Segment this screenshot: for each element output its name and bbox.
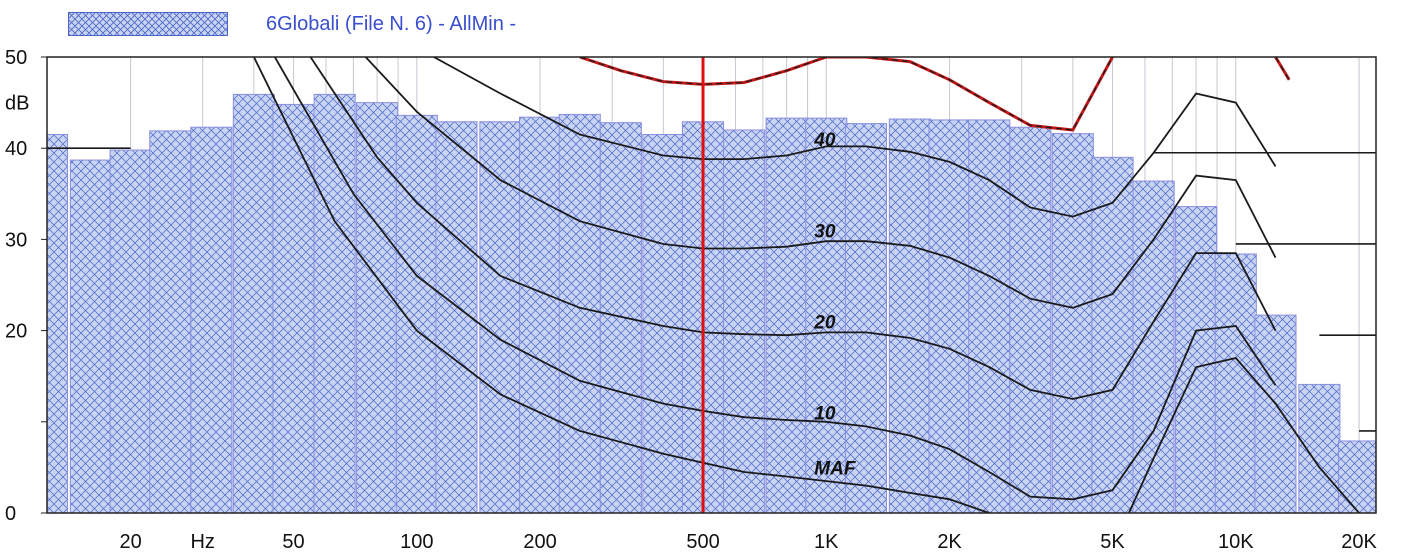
envelope-curve-dash — [1274, 57, 1290, 81]
equal-loudness-curve — [253, 57, 1360, 513]
bar — [519, 116, 562, 514]
y-tick-label: 30 — [5, 229, 27, 251]
envelope-curve-dash — [579, 57, 1114, 131]
curve-label: MAF — [814, 458, 857, 479]
x-tick-label: 200 — [523, 531, 556, 553]
x-tick-label: 20 — [119, 531, 141, 553]
bar — [805, 117, 848, 514]
legend-label: 6Globali (File N. 6) - AllMin - — [266, 13, 517, 35]
bar — [558, 113, 601, 514]
bar — [1254, 314, 1297, 514]
y-tick-label: 20 — [5, 321, 27, 343]
bar — [599, 122, 642, 514]
x-tick-label: 50 — [282, 531, 304, 553]
bar — [190, 126, 233, 514]
bar — [1051, 133, 1094, 514]
legend-swatch — [68, 12, 228, 36]
bar — [69, 159, 112, 514]
equal-loudness-curve — [274, 57, 1277, 501]
curve-label: 40 — [813, 130, 836, 151]
x-tick-label: 10K — [1218, 531, 1254, 553]
bar — [968, 119, 1011, 514]
y-unit-label: dB — [5, 93, 29, 115]
bar — [765, 117, 808, 514]
bar — [1009, 126, 1052, 514]
bar — [1091, 156, 1134, 514]
bar — [1214, 253, 1257, 514]
curve-label: 30 — [814, 221, 836, 242]
x-tick-label: 500 — [686, 531, 719, 553]
equal-loudness-curve — [433, 57, 1277, 218]
y-tick-label: 0 — [5, 503, 16, 525]
y-tick-label: 40 — [5, 138, 27, 160]
bar — [888, 118, 931, 514]
bar — [1338, 440, 1377, 514]
bar — [1298, 383, 1341, 514]
curve-label: 10 — [814, 404, 836, 425]
bar — [844, 123, 888, 514]
x-tick-label: 20K — [1341, 531, 1377, 553]
x-tick-label: 5K — [1100, 531, 1125, 553]
x-tick-label: 1K — [814, 531, 839, 553]
plot-frame — [46, 56, 1377, 514]
x-tick-label: Hz — [190, 531, 214, 553]
bar — [395, 114, 438, 514]
bar — [313, 93, 356, 514]
bar — [149, 130, 192, 514]
x-tick-label: 100 — [400, 531, 433, 553]
x-tick-label: 2K — [937, 531, 962, 553]
bar — [109, 149, 152, 514]
bar — [1175, 206, 1218, 514]
y-tick-label: 50 — [5, 47, 27, 69]
curve-label: 20 — [813, 312, 836, 333]
bar — [356, 102, 399, 514]
bar — [723, 129, 766, 514]
bar — [928, 119, 971, 514]
equal-loudness-curve — [364, 57, 1277, 309]
bar — [232, 93, 275, 514]
bar — [46, 134, 69, 514]
equal-loudness-curve — [309, 57, 1277, 400]
